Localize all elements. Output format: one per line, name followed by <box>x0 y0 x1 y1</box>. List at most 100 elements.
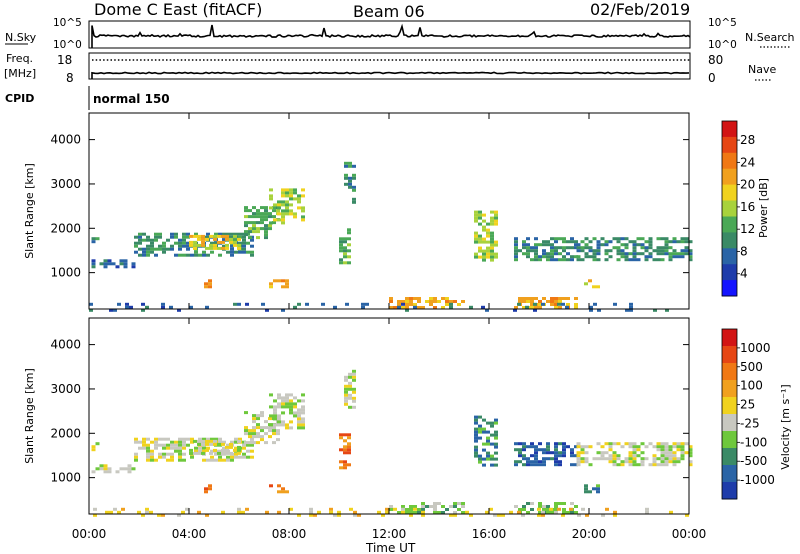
echo-cell <box>123 467 128 471</box>
echo-cell <box>250 244 254 248</box>
echo-cell <box>95 467 100 471</box>
echo-cell <box>570 237 574 241</box>
echo-cell <box>453 300 457 303</box>
echo-cell <box>562 258 566 262</box>
echo-cell <box>170 244 174 248</box>
echo-cell <box>577 513 581 517</box>
echo-cell <box>494 243 498 247</box>
echo-cell <box>474 448 478 452</box>
echo-cell <box>433 306 437 309</box>
echo-cell <box>131 265 136 269</box>
echo-cell <box>91 470 96 474</box>
echo-cell <box>194 449 198 453</box>
echo-cell <box>297 206 301 210</box>
echo-cell <box>554 445 558 449</box>
echo-cell <box>608 445 613 449</box>
echo-cell <box>182 238 186 242</box>
echo-cell <box>352 164 356 168</box>
echo-cell <box>265 510 269 514</box>
echo-cell <box>433 502 437 505</box>
echo-cell <box>490 231 494 235</box>
echo-cell <box>482 430 486 434</box>
echo-cell <box>490 442 494 446</box>
echo-cell <box>268 215 272 219</box>
echo-cell <box>688 249 693 253</box>
echo-cell <box>628 463 633 467</box>
echo-cell <box>513 308 517 312</box>
echo-cell <box>244 233 248 237</box>
echo-cell <box>482 255 486 259</box>
echo-cell <box>628 258 633 262</box>
echo-cell <box>656 442 661 446</box>
echo-cell <box>158 455 162 459</box>
echo-cell <box>99 467 104 471</box>
echo-cell <box>281 285 285 289</box>
echo-cell <box>486 451 490 455</box>
echo-cell <box>514 442 518 446</box>
x-tick-label: 20:00 <box>572 527 607 541</box>
echo-cell <box>285 188 289 192</box>
echo-cell <box>632 442 637 446</box>
echo-cell <box>233 302 237 306</box>
echo-cell <box>664 460 669 464</box>
echo-cell <box>588 249 593 253</box>
echo-cell <box>105 510 109 514</box>
echo-cell <box>632 463 637 467</box>
echo-cell <box>170 443 174 447</box>
echo-cell <box>486 222 490 226</box>
echo-cell <box>134 452 138 456</box>
echo-cell <box>433 511 437 514</box>
echo-cell <box>584 246 589 250</box>
echo-cell <box>429 303 433 306</box>
echo-cell <box>206 458 210 462</box>
echo-cell <box>490 258 494 262</box>
echo-cell <box>530 306 534 309</box>
echo-cell <box>672 454 677 458</box>
echo-cell <box>252 206 256 210</box>
echo-cell <box>158 452 162 456</box>
x-tick-label: 04:00 <box>172 527 207 541</box>
echo-cell <box>562 511 566 514</box>
echo-region <box>584 279 600 289</box>
echo-cell <box>530 303 534 306</box>
echo-cell <box>213 448 217 452</box>
echo-cell <box>562 454 566 458</box>
echo-cell <box>604 457 609 461</box>
echo-cell <box>344 164 348 168</box>
echo-cell <box>208 279 212 283</box>
echo-cell <box>357 513 361 517</box>
echo-cell <box>490 237 494 241</box>
echo-cell <box>217 240 221 244</box>
echo-cell <box>680 237 685 241</box>
echo-cell <box>242 250 246 254</box>
echo-cell <box>518 300 522 303</box>
echo-cell <box>546 258 550 262</box>
echo-cell <box>612 460 617 464</box>
echo-cell <box>154 440 158 444</box>
echo-cell <box>230 244 234 248</box>
echo-cell <box>142 440 146 444</box>
cpid-label: CPID <box>5 92 34 105</box>
echo-cell <box>664 454 669 458</box>
echo-cell <box>344 387 348 391</box>
echo-cell <box>409 505 413 508</box>
echo-cell <box>482 240 486 244</box>
echo-cell <box>664 240 669 244</box>
echo-cell <box>93 513 97 517</box>
echo-cell <box>668 240 673 244</box>
echo-cell <box>237 445 241 449</box>
echo-cell <box>204 282 208 286</box>
echo-cell <box>285 200 289 204</box>
echo-cell <box>574 243 578 247</box>
echo-region <box>189 234 241 250</box>
echo-cell <box>170 235 174 239</box>
echo-cell <box>417 300 421 303</box>
echo-cell <box>554 303 558 306</box>
echo-cell <box>352 185 356 189</box>
echo-cell <box>652 258 657 262</box>
echo-cell <box>561 302 565 306</box>
echo-cell <box>461 300 465 303</box>
echo-cell <box>640 243 645 247</box>
echo-cell <box>526 252 530 256</box>
echo-cell <box>542 249 546 253</box>
